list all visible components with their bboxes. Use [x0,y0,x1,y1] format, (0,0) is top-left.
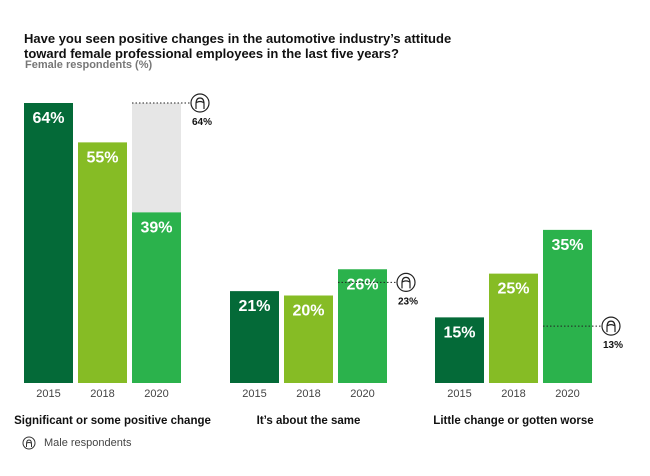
bar-2015 [230,291,279,383]
data-label: 15% [443,324,475,341]
male-value-label: 23% [398,296,418,307]
bar-2018 [489,273,538,383]
group-label: Significant or some positive change [14,415,211,427]
bar-2015 [24,103,73,383]
legend: Male respondents [22,436,131,450]
legend-label: Male respondents [44,437,132,449]
data-label: 39% [140,219,172,236]
bar-2020 [132,212,181,383]
bar-2015 [435,317,484,383]
bar-2018 [78,142,127,383]
chart-subtitle: Female respondents (%) [25,59,153,71]
x-tick-label: 2020 [350,388,374,400]
person-icon [396,272,416,292]
x-tick-label: 2015 [447,388,471,400]
x-tick-label: 2018 [296,388,320,400]
person-icon [22,436,36,450]
x-tick-label: 2018 [90,388,114,400]
data-label: 55% [86,149,118,166]
group-label: It’s about the same [257,415,361,427]
group-label: Little change or gotten worse [433,415,593,427]
bar-2020 [543,229,592,383]
male-gap-bar [132,103,181,213]
chart-title: Have you seen positive changes in the au… [24,31,452,61]
data-label: 21% [238,298,270,315]
x-tick-label: 2015 [36,388,60,400]
bar-2018 [284,295,333,383]
data-label: 25% [497,281,529,298]
data-label: 26% [346,276,378,293]
x-tick-label: 2020 [144,388,168,400]
person-icon [190,93,210,113]
x-tick-label: 2015 [242,388,266,400]
x-tick-label: 2020 [555,388,579,400]
data-label: 35% [551,237,583,254]
male-value-label: 64% [192,117,212,128]
bar-2020 [338,269,387,383]
person-icon [601,316,621,336]
x-tick-label: 2018 [501,388,525,400]
data-label: 20% [292,303,324,320]
male-value-label: 13% [603,340,623,351]
data-label: 64% [32,110,64,127]
